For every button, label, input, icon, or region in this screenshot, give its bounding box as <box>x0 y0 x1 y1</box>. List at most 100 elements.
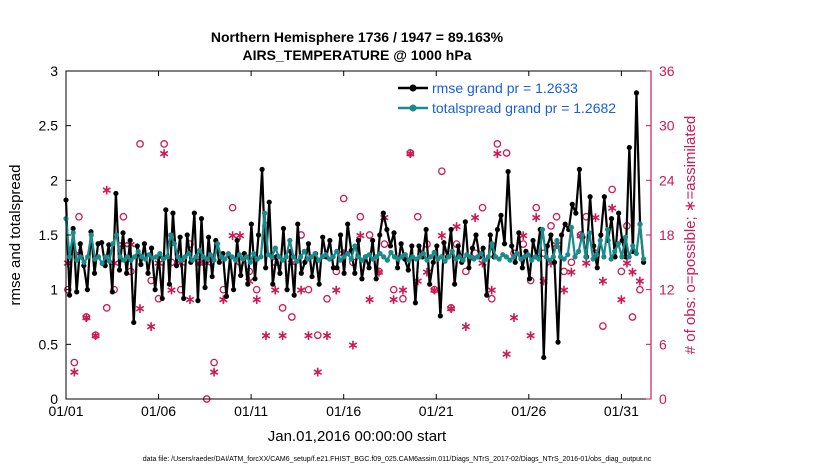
obs-possible-marker <box>628 313 637 321</box>
obs-possible-marker <box>608 185 616 194</box>
series-point-0 <box>601 194 607 200</box>
obs-possible-marker <box>552 212 561 221</box>
obs-possible-marker <box>430 285 439 294</box>
series-point-0 <box>345 221 351 227</box>
series-point-1 <box>128 257 134 263</box>
series-point-0 <box>498 212 504 218</box>
series-point-0 <box>541 354 547 361</box>
series-point-0 <box>359 276 365 282</box>
y-tick-right-label: 6 <box>659 336 667 352</box>
series-point-0 <box>163 207 169 213</box>
series-point-1 <box>334 248 340 254</box>
series-point-0 <box>259 166 265 172</box>
series-point-1 <box>186 250 192 257</box>
series-point-1 <box>348 256 354 262</box>
series-point-1 <box>251 250 257 257</box>
series-point-0 <box>77 241 83 247</box>
obs-possible-marker <box>493 140 502 148</box>
obs-assimilated-marker: ∗ <box>243 274 255 290</box>
series-point-1 <box>355 254 362 260</box>
series-point-0 <box>216 259 222 265</box>
obs-possible-marker <box>437 167 446 176</box>
series-point-0 <box>626 144 632 151</box>
series-point-1 <box>196 247 203 253</box>
series-point-1 <box>204 256 210 262</box>
series-point-0 <box>484 292 490 298</box>
series-point-0 <box>195 298 201 304</box>
series-point-0 <box>352 270 358 276</box>
series-point-1 <box>474 254 481 260</box>
series-point-0 <box>152 287 158 293</box>
series-point-0 <box>530 237 536 244</box>
x-tick-label: 01/16 <box>326 403 361 419</box>
series-point-1 <box>276 254 282 260</box>
obs-assimilated-marker: ∗ <box>566 264 578 280</box>
series-point-1 <box>359 257 365 263</box>
obs-possible-marker <box>406 149 415 157</box>
series-point-0 <box>74 289 80 295</box>
series-point-0 <box>305 241 312 247</box>
series-point-1 <box>337 257 343 263</box>
series-point-1 <box>193 254 199 260</box>
series-point-1 <box>568 224 574 230</box>
obs-assimilated-marker: ∗ <box>486 283 498 299</box>
obs-assimilated-marker: ∗ <box>545 255 557 271</box>
series-point-0 <box>466 265 472 271</box>
legend: rmse grand pr = 1.2633 totalspread grand… <box>398 80 616 116</box>
plot-area <box>66 71 651 399</box>
series-point-0 <box>109 289 115 295</box>
series-point-0 <box>99 240 105 246</box>
series-point-1 <box>565 252 571 258</box>
series-point-1 <box>164 254 170 260</box>
obs-assimilated-marker: ∗ <box>373 264 385 280</box>
series-point-1 <box>446 254 452 260</box>
series-point-0 <box>462 219 468 225</box>
series-point-1 <box>207 252 213 258</box>
series-point-0 <box>124 270 130 276</box>
obs-assimilated-marker: ∗ <box>321 328 333 344</box>
series-point-0 <box>480 245 486 251</box>
series-point-1 <box>601 254 607 260</box>
series-point-0 <box>544 243 550 249</box>
series-point-1 <box>626 254 632 260</box>
obs-assimilated-marker: ∗ <box>338 246 350 262</box>
obs-assimilated-marker: ∗ <box>538 274 550 290</box>
series-point-0 <box>145 270 151 276</box>
x-axis-label: Jan.01,2016 00:00:00 start <box>268 428 447 445</box>
series-point-0 <box>234 237 240 244</box>
series-point-1 <box>511 254 517 260</box>
y-tick-left-label: 3 <box>50 63 58 79</box>
y-tick-right-label: 36 <box>659 63 675 79</box>
series-point-0 <box>409 243 415 249</box>
series-point-0 <box>191 210 197 216</box>
series-point-1 <box>312 250 318 257</box>
series-point-1 <box>146 252 152 258</box>
x-tick-label: 01/06 <box>141 403 176 419</box>
series-point-1 <box>630 243 636 249</box>
obs-possible-marker <box>617 267 626 276</box>
series-point-0 <box>295 221 301 227</box>
series-point-1 <box>233 257 239 263</box>
series-point-1 <box>583 254 589 260</box>
obs-assimilated-marker: ∗ <box>460 319 472 335</box>
obs-assimilated-marker: ∗ <box>354 228 366 244</box>
y-axis-left: 0 0.5 1 1.5 2 2.5 3 <box>39 63 71 407</box>
y-tick-right-label: 30 <box>659 118 675 134</box>
series-point-0 <box>252 276 258 282</box>
series-point-1 <box>85 254 91 260</box>
obs-assimilated-marker: ∗ <box>429 283 441 299</box>
obs-possible-marker <box>399 294 407 303</box>
obs-assimilated-marker: ∗ <box>364 292 376 308</box>
series-point-1 <box>449 248 455 254</box>
series-point-0 <box>619 237 625 244</box>
series-point-0 <box>70 225 76 232</box>
obs-assimilated-marker: ∗ <box>269 283 281 299</box>
obs-assimilated-marker: ∗ <box>616 292 628 308</box>
obs-assimilated-marker: ∗ <box>134 301 146 317</box>
series-point-0 <box>487 232 493 238</box>
series-point-1 <box>211 257 217 263</box>
obs-possible-marker <box>462 267 470 276</box>
series-point-1 <box>496 256 502 262</box>
series-point-1 <box>189 257 195 263</box>
series-point-1 <box>640 256 647 262</box>
